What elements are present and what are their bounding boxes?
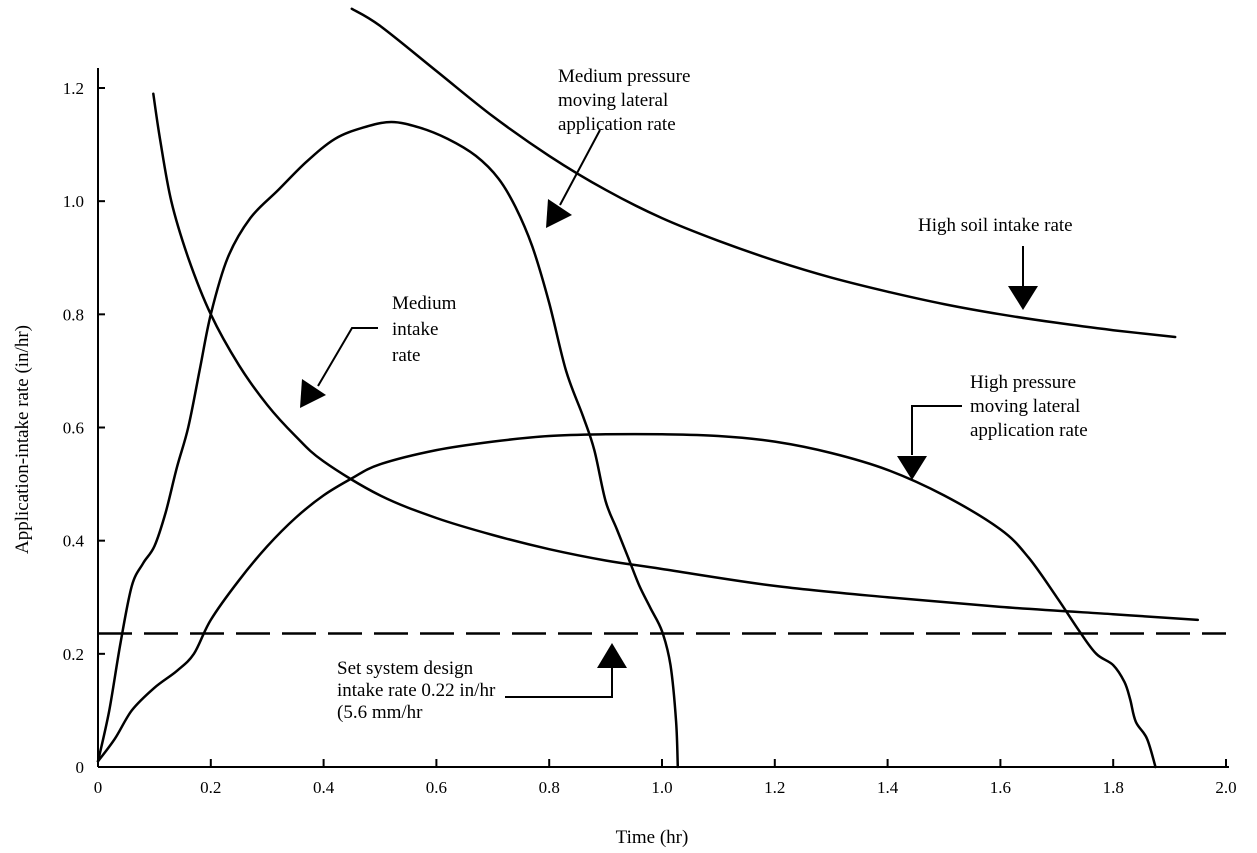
annotation-text-line: Medium [392,293,457,314]
annotation-leader-line [911,405,962,455]
x-tick-label: 0 [94,778,103,797]
x-tick-label: 0.4 [313,778,335,797]
annotation-text-line: Set system design [337,658,474,679]
x-tick-label: 1.0 [651,778,672,797]
annotation-text-line: moving lateral [558,90,668,111]
x-tick-label: 0.6 [426,778,447,797]
y-tick-label: 0.6 [63,419,84,438]
annotation-text-line: intake [392,319,438,340]
x-tick-label: 2.0 [1215,778,1236,797]
x-tick-label: 0.8 [539,778,560,797]
annotation-leader-line [505,662,613,698]
annotation-text-line: (5.6 mm/hr [337,702,423,723]
annotation-text-line: rate [392,345,420,366]
axes: 0 0.2 0.4 0.6 0.8 1.0 1.2 1.4 1.6 1.8 2.0 0 0.2 0.4 0.… [12,68,1237,848]
annotation-text-line: application rate [970,420,1088,441]
y-axis-label: Application-intake rate (in/hr) [12,325,33,554]
annotation-text-line: application rate [558,114,676,135]
annotation-leader-line [317,327,378,387]
x-tick-label: 1.4 [877,778,899,797]
annotation-arrowhead [300,379,326,408]
series-line-high-pressure-moving-lateral-application-rate [96,432,1157,769]
annotation-medium-pressure: Medium pressure moving lateral application… [558,66,690,206]
series-line-medium-pressure-moving-lateral-application-rate [96,120,680,769]
y-tick-label: 0.2 [63,645,84,664]
annotation-text-line: High soil intake rate [918,215,1073,236]
annotation-arrowhead [597,643,627,668]
annotation-medium-intake: Medium intake rate [317,293,457,387]
series-line-high-soil-intake-rate [350,7,1177,339]
x-tick-label: 0.2 [200,778,221,797]
annotation-arrowhead [897,456,927,480]
annotations: Medium pressure moving lateral application… [300,66,1088,723]
x-tick-label: 1.6 [990,778,1011,797]
annotation-text-line: Medium pressure [558,66,690,87]
y-tick-label: 1.2 [63,79,84,98]
annotation-text-line: intake rate 0.22 in/hr [337,680,496,701]
annotation-high-pressure: High pressure moving lateral application r… [911,372,1088,455]
annotation-leader-line [559,129,601,206]
annotation-arrowhead [1008,286,1038,310]
y-tick-label: 0.8 [63,305,84,324]
series-line-medium-intake-rate [152,92,1200,622]
y-tick-label: 0.4 [63,532,85,551]
y-tick-label: 1.0 [63,192,84,211]
x-tick-label: 1.2 [764,778,785,797]
annotation-high-soil: High soil intake rate [918,215,1073,287]
annotation-arrowhead [546,199,572,228]
x-axis-label: Time (hr) [616,827,689,848]
annotation-text-line: High pressure [970,372,1076,393]
series-layer [96,7,1226,769]
x-tick-label: 1.8 [1103,778,1124,797]
y-tick-label: 0 [76,758,85,777]
annotation-text-line: moving lateral [970,396,1080,417]
